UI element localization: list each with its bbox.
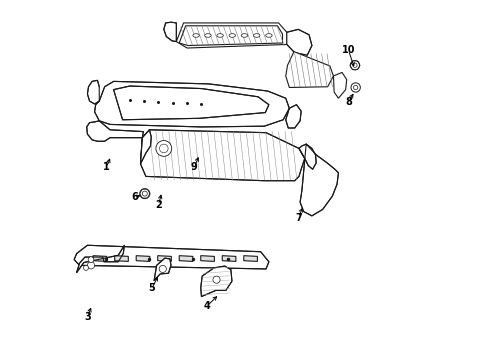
Text: 10: 10: [341, 45, 354, 55]
Polygon shape: [333, 72, 346, 98]
Ellipse shape: [241, 34, 247, 37]
Text: 9: 9: [190, 162, 197, 172]
Text: 1: 1: [103, 162, 110, 172]
Polygon shape: [298, 144, 316, 169]
Circle shape: [87, 262, 94, 269]
Polygon shape: [286, 30, 311, 55]
Polygon shape: [113, 86, 268, 120]
Text: 7: 7: [294, 213, 301, 222]
Text: 8: 8: [345, 97, 351, 107]
Circle shape: [350, 83, 360, 92]
Ellipse shape: [228, 34, 235, 37]
Polygon shape: [87, 80, 99, 104]
Text: 4: 4: [203, 301, 210, 311]
Ellipse shape: [265, 34, 271, 37]
Polygon shape: [163, 22, 176, 41]
Circle shape: [83, 265, 88, 270]
Text: 5: 5: [148, 283, 155, 293]
Polygon shape: [179, 26, 282, 45]
Polygon shape: [115, 256, 128, 261]
Polygon shape: [158, 256, 171, 261]
Polygon shape: [93, 256, 106, 261]
Polygon shape: [179, 256, 192, 261]
Ellipse shape: [204, 34, 211, 37]
Circle shape: [159, 265, 166, 273]
Circle shape: [88, 257, 94, 262]
Circle shape: [159, 144, 168, 153]
Polygon shape: [285, 51, 333, 87]
Text: 2: 2: [155, 200, 162, 210]
Circle shape: [140, 189, 149, 199]
Circle shape: [212, 276, 220, 283]
Text: 3: 3: [84, 312, 91, 322]
Polygon shape: [201, 266, 231, 297]
Polygon shape: [94, 81, 289, 127]
Ellipse shape: [217, 34, 223, 37]
Polygon shape: [244, 256, 257, 261]
Polygon shape: [136, 256, 149, 261]
Polygon shape: [77, 245, 124, 273]
Polygon shape: [201, 256, 214, 261]
Polygon shape: [176, 23, 286, 48]
Ellipse shape: [192, 34, 199, 37]
Circle shape: [353, 85, 357, 90]
Polygon shape: [154, 258, 171, 280]
Circle shape: [142, 191, 147, 196]
Polygon shape: [74, 245, 268, 269]
Polygon shape: [140, 130, 151, 164]
Circle shape: [349, 60, 359, 70]
Ellipse shape: [253, 34, 260, 37]
Circle shape: [352, 63, 356, 67]
Polygon shape: [140, 130, 304, 181]
Polygon shape: [300, 144, 338, 216]
Text: 6: 6: [131, 192, 138, 202]
Polygon shape: [222, 256, 235, 261]
Polygon shape: [86, 121, 143, 141]
Circle shape: [156, 140, 171, 156]
Polygon shape: [285, 105, 301, 128]
